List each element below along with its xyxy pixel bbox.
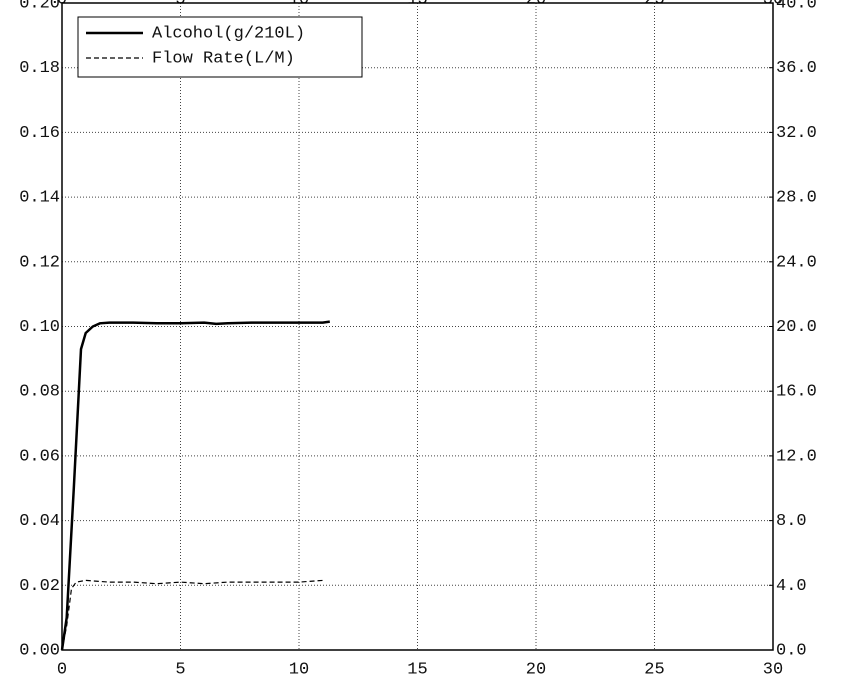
x-tick-label: 0 <box>57 660 67 679</box>
x-tick-label: 15 <box>407 660 427 679</box>
y2-tick-label: 28.0 <box>776 189 817 208</box>
y2-tick-label: 0.0 <box>776 641 807 660</box>
y2-tick-label: 16.0 <box>776 383 817 402</box>
x-tick-label-top: 20 <box>526 0 546 9</box>
plot-frame <box>61 2 774 651</box>
legend-label: Alcohol(g/210L) <box>152 24 305 43</box>
y-tick-label: 0.14 <box>19 189 60 208</box>
x-tick-label-top: 5 <box>175 0 185 9</box>
y-tick-label: 0.10 <box>19 318 60 337</box>
y2-tick-label: 12.0 <box>776 447 817 466</box>
series-line <box>61 579 323 651</box>
x-tick-label: 25 <box>644 660 664 679</box>
x-tick-label: 20 <box>526 660 546 679</box>
x-tick-label: 10 <box>289 660 309 679</box>
x-tick-label: 30 <box>763 660 783 679</box>
y-tick-label: 0.00 <box>19 641 60 660</box>
x-tick-label-top: 10 <box>289 0 309 9</box>
y2-tick-label: 24.0 <box>776 253 817 272</box>
y-tick-label: 0.16 <box>19 124 60 143</box>
x-tick-label-top: 25 <box>644 0 664 9</box>
y-tick-label: 0.04 <box>19 512 60 531</box>
y-tick-label: 0.02 <box>19 577 60 596</box>
y-tick-label: 0.18 <box>19 59 60 78</box>
x-tick-label: 5 <box>175 660 185 679</box>
y-tick-label: 0.12 <box>19 253 60 272</box>
series-line <box>60 320 330 651</box>
y2-tick-label: 32.0 <box>776 124 817 143</box>
y2-tick-label: 40.0 <box>776 0 817 13</box>
y2-tick-label: 36.0 <box>776 59 817 78</box>
x-tick-label-top: 15 <box>407 0 427 9</box>
y-tick-label: 0.20 <box>19 0 60 13</box>
y2-tick-label: 20.0 <box>776 318 817 337</box>
y2-tick-label: 4.0 <box>776 577 807 596</box>
y-tick-label: 0.08 <box>19 383 60 402</box>
y-tick-label: 0.06 <box>19 447 60 466</box>
legend-label: Flow Rate(L/M) <box>152 49 295 68</box>
legend-box <box>77 16 363 78</box>
y2-tick-label: 8.0 <box>776 512 807 531</box>
